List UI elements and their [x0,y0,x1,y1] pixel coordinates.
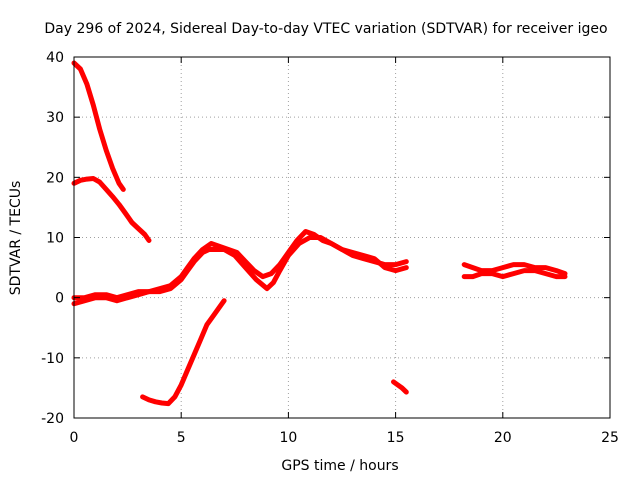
series-line-arc-5 [140,298,227,407]
x-tick-label: 20 [494,430,512,446]
series-line-arc-7 [461,262,568,277]
x-tick-label: 10 [279,430,297,446]
series-line-arc-4 [71,229,409,307]
series-line-arc-8 [461,268,568,280]
chart-title: Day 296 of 2024, Sidereal Day-to-day VTE… [44,21,607,37]
x-tick-label: 15 [387,430,405,446]
grid [74,57,610,418]
x-tick-label: 0 [70,430,79,446]
y-tick-label: 40 [46,50,64,66]
x-tick-label: 25 [601,430,619,446]
y-axis-label: SDTVAR / TECUs [8,181,24,296]
y-tick-label: 10 [46,231,64,247]
series-line-arc-2 [71,176,152,243]
series-line-arc-1 [71,60,126,192]
y-tick-label: 20 [46,170,64,186]
ticks: 0 5 10 15 20 25 -20 -10 0 10 20 30 40 [41,50,619,446]
series-layer [71,60,568,407]
x-tick-label: 5 [177,430,186,446]
y-tick-label: -20 [41,411,64,427]
x-axis-label: GPS time / hours [281,458,398,474]
series-line-arc-6 [391,379,409,395]
y-tick-label: 0 [55,291,64,307]
y-tick-label: 30 [46,110,64,126]
y-tick-label: -10 [41,351,64,367]
